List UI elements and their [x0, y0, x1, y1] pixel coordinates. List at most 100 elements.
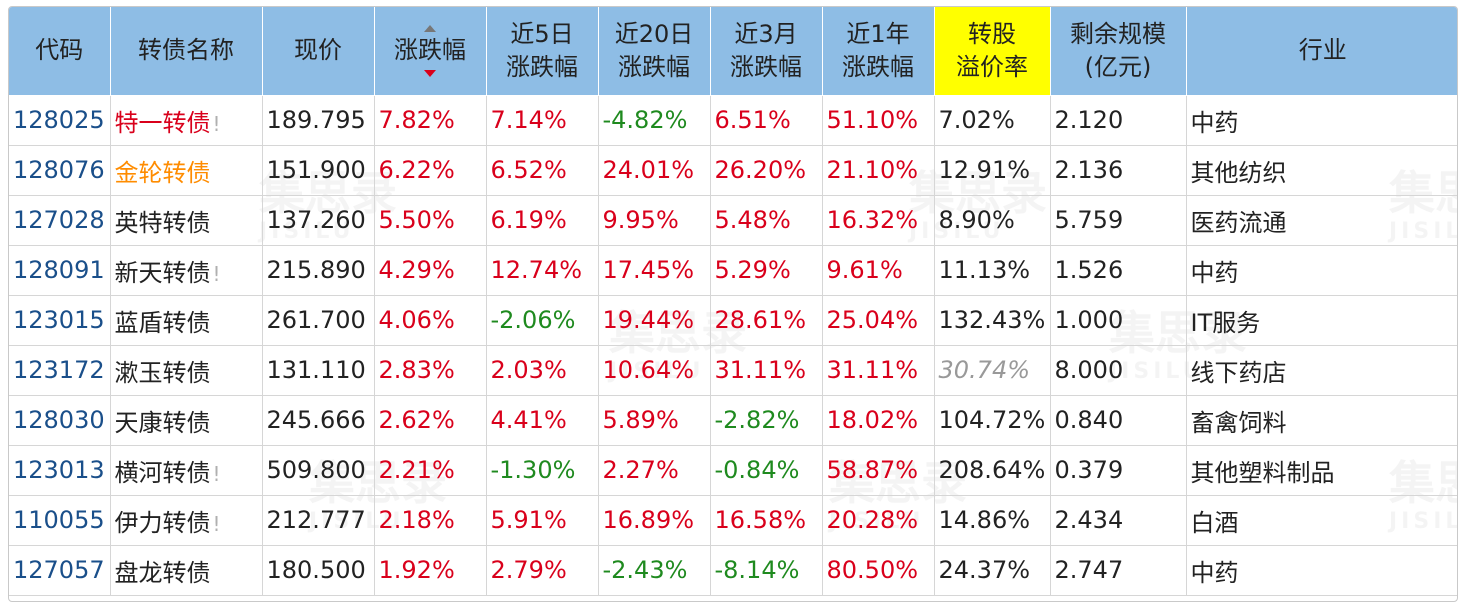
remaining-scale: 2.120	[1054, 106, 1124, 134]
bond-name-cell[interactable]: 天康转债	[110, 395, 263, 446]
table-row[interactable]: 127057 盘龙转债 180.500 1.92% 2.79% -2.43% -8.14% 8…	[9, 545, 1457, 596]
change-20d-cell: 9.95%	[598, 195, 711, 246]
column-header-change[interactable]: 涨跌幅	[374, 7, 487, 96]
change-3m: 26.20%	[714, 156, 807, 184]
price-cell: 137.260	[262, 195, 375, 246]
conversion-premium: 132.43%	[938, 306, 1046, 334]
price: 131.110	[266, 356, 366, 384]
bond-name-cell[interactable]: 金轮转债	[110, 145, 263, 196]
bond-code-cell[interactable]: 127028	[9, 195, 111, 246]
column-header-name[interactable]: 转债名称	[110, 7, 263, 96]
bond-code-cell[interactable]: 128091	[9, 245, 111, 296]
bond-code-cell[interactable]: 128076	[9, 145, 111, 196]
conversion-premium: 24.37%	[938, 556, 1031, 584]
remaining-scale: 0.840	[1054, 406, 1124, 434]
change-3m: 28.61%	[714, 306, 807, 334]
column-header-1y-change[interactable]: 近1年 涨跌幅	[822, 7, 935, 96]
bond-name-cell[interactable]: 蓝盾转债	[110, 295, 263, 346]
change-20d: 16.89%	[602, 506, 695, 534]
bond-code-cell[interactable]: 123015	[9, 295, 111, 346]
bond-code[interactable]: 127028	[13, 206, 105, 234]
bond-code[interactable]: 128025	[13, 106, 105, 134]
bond-code-cell[interactable]: 110055	[9, 495, 111, 546]
bond-name-cell[interactable]: 英特转债	[110, 195, 263, 246]
bond-name[interactable]: 盘龙转债	[114, 558, 211, 587]
bond-code[interactable]: 127057	[13, 556, 105, 584]
bond-name[interactable]: 特一转债	[114, 108, 211, 137]
remaining-scale-cell: 2.747	[1050, 545, 1187, 596]
change-5d: 5.91%	[490, 506, 567, 534]
column-header-industry[interactable]: 行业	[1186, 7, 1457, 96]
bond-code[interactable]: 123013	[13, 456, 105, 484]
change-1y: 21.10%	[826, 156, 919, 184]
bond-code[interactable]: 128030	[13, 406, 105, 434]
bond-name[interactable]: 天康转债	[114, 408, 211, 437]
change-5d: 4.41%	[490, 406, 567, 434]
bond-name[interactable]: 蓝盾转债	[114, 308, 211, 337]
change: 2.62%	[378, 406, 455, 434]
bond-name[interactable]: 横河转债	[114, 458, 211, 487]
table-row[interactable]: 127028 英特转债 137.260 5.50% 6.19% 9.95% 5.48% 16.…	[9, 195, 1457, 246]
conversion-premium: 12.91%	[938, 156, 1031, 184]
conversion-premium-cell: 208.64%	[934, 445, 1051, 496]
change-20d-cell: 17.45%	[598, 245, 711, 296]
warning-flag-icon: !	[212, 511, 221, 536]
bond-name[interactable]: 漱玉转债	[114, 358, 211, 387]
change-3m: 5.29%	[714, 256, 791, 284]
bond-code-cell[interactable]: 128030	[9, 395, 111, 446]
bond-name[interactable]: 金轮转债	[114, 158, 211, 187]
bond-code[interactable]: 128091	[13, 256, 105, 284]
change-1y-cell: 9.61%	[822, 245, 935, 296]
sort-desc-icon	[424, 69, 436, 77]
bond-name[interactable]: 英特转债	[114, 208, 211, 237]
bond-name-cell[interactable]: 伊力转债!	[110, 495, 263, 546]
change-3m-cell: -8.14%	[710, 545, 823, 596]
bond-code[interactable]: 123172	[13, 356, 105, 384]
table-row[interactable]: 123015 蓝盾转债 261.700 4.06% -2.06% 19.44% 28.61%…	[9, 295, 1457, 346]
bond-code[interactable]: 110055	[13, 506, 105, 534]
change-20d: 17.45%	[602, 256, 695, 284]
remaining-scale-cell: 2.136	[1050, 145, 1187, 196]
change-20d: 2.27%	[602, 456, 679, 484]
bond-name-cell[interactable]: 横河转债!	[110, 445, 263, 496]
bond-name-cell[interactable]: 漱玉转债	[110, 345, 263, 396]
table-row[interactable]: 128030 天康转债 245.666 2.62% 4.41% 5.89% -2.82% 18…	[9, 395, 1457, 446]
remaining-scale: 2.136	[1054, 156, 1124, 184]
table-row[interactable]: 110055 伊力转债! 212.777 2.18% 5.91% 16.89% 16.58%…	[9, 495, 1457, 546]
column-header-code[interactable]: 代码	[9, 7, 111, 96]
column-header-3m-change[interactable]: 近3月 涨跌幅	[710, 7, 823, 96]
change-5d: 7.14%	[490, 106, 567, 134]
table-row[interactable]: 123013 横河转债! 509.800 2.21% -1.30% 2.27% -0.84%…	[9, 445, 1457, 496]
bond-code-cell[interactable]: 128025	[9, 95, 111, 146]
price: 189.795	[266, 106, 366, 134]
bond-name-cell[interactable]: 盘龙转债	[110, 545, 263, 596]
bond-code[interactable]: 123015	[13, 306, 105, 334]
table-row[interactable]: 128091 新天转债! 215.890 4.29% 12.74% 17.45% 5.29%…	[9, 245, 1457, 296]
bond-name[interactable]: 伊力转债	[114, 508, 211, 537]
remaining-scale-cell: 0.379	[1050, 445, 1187, 496]
bond-code-cell[interactable]: 127057	[9, 545, 111, 596]
table-row[interactable]: 123172 漱玉转债 131.110 2.83% 2.03% 10.64% 31.11% 3…	[9, 345, 1457, 396]
bond-name[interactable]: 新天转债	[114, 258, 211, 287]
remaining-scale: 2.434	[1054, 506, 1124, 534]
bond-code-cell[interactable]: 123172	[9, 345, 111, 396]
bond-name-cell[interactable]: 新天转债!	[110, 245, 263, 296]
price: 509.800	[266, 456, 366, 484]
table-row[interactable]: 128025 特一转债! 189.795 7.82% 7.14% -4.82% 6.51% 5…	[9, 95, 1457, 146]
bond-table-panel: 集思录JISILU 集思录JISILU 集思录JISILU 集思录JISILU …	[8, 6, 1458, 602]
table-row[interactable]: 128076 金轮转债 151.900 6.22% 6.52% 24.01% 26.20% 2…	[9, 145, 1457, 196]
change-cell: 1.92%	[374, 545, 487, 596]
column-header-remaining-scale[interactable]: 剩余规模 (亿元)	[1050, 7, 1187, 96]
column-header-5d-change[interactable]: 近5日 涨跌幅	[486, 7, 599, 96]
change-1y: 16.32%	[826, 206, 919, 234]
bond-code[interactable]: 128076	[13, 156, 105, 184]
column-header-price[interactable]: 现价	[262, 7, 375, 96]
bond-name-cell[interactable]: 特一转债!	[110, 95, 263, 146]
change-1y-cell: 20.28%	[822, 495, 935, 546]
column-header-20d-change[interactable]: 近20日 涨跌幅	[598, 7, 711, 96]
industry-cell: 中药	[1186, 245, 1457, 296]
column-header-premium[interactable]: 转股 溢价率	[934, 7, 1051, 96]
bond-code-cell[interactable]: 123013	[9, 445, 111, 496]
remaining-scale: 0.379	[1054, 456, 1124, 484]
change-3m: -2.82%	[714, 406, 800, 434]
